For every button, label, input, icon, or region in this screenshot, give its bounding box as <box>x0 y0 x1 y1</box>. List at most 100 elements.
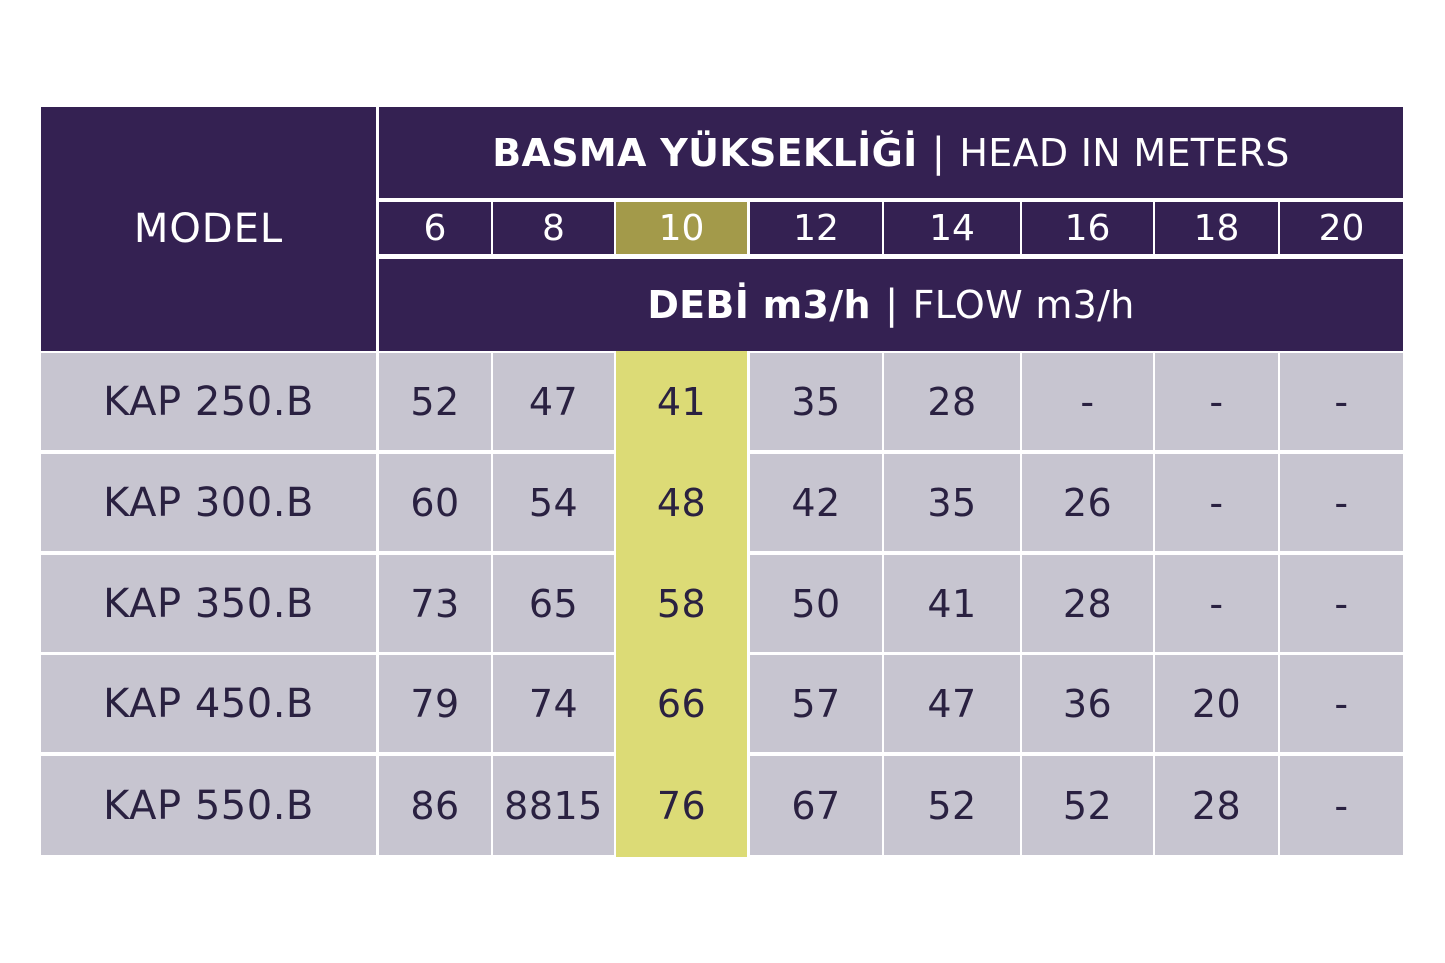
head-value-label: 20 <box>1318 207 1365 249</box>
flow-cell: 41 <box>616 351 747 452</box>
flow-cell: 26 <box>1022 454 1153 551</box>
flow-value: 41 <box>927 581 977 626</box>
model-name: KAP 350.B <box>103 580 314 627</box>
head-title-en: HEAD IN METERS <box>959 130 1290 175</box>
flow-cell: 35 <box>750 353 882 450</box>
flow-cell: 79 <box>379 655 491 752</box>
flow-value: 65 <box>528 581 579 626</box>
flow-value: 52 <box>410 379 460 424</box>
flow-value: 47 <box>927 681 977 726</box>
flow-cell: - <box>1022 353 1153 450</box>
flow-value: - <box>1334 681 1349 726</box>
flow-cell: - <box>1280 756 1403 855</box>
flow-value: 86 <box>410 783 460 828</box>
flow-value: 35 <box>927 480 977 525</box>
model-name: KAP 450.B <box>103 680 314 727</box>
head-value-12: 12 <box>750 202 882 254</box>
model-cell: KAP 350.B <box>41 555 376 652</box>
head-value-label: 6 <box>423 207 447 249</box>
flow-value: 74 <box>528 681 579 726</box>
flow-cell: 8815 <box>493 756 614 855</box>
flow-value: - <box>1334 783 1349 828</box>
head-value-label: 10 <box>658 207 705 249</box>
flow-cell: 35 <box>884 454 1020 551</box>
model-name: KAP 300.B <box>103 479 314 526</box>
head-value-label: 16 <box>1064 207 1111 249</box>
head-value-label: 14 <box>929 207 975 249</box>
flow-cell: 48 <box>616 452 747 553</box>
flow-value: - <box>1080 379 1095 424</box>
flow-cell: 86 <box>379 756 491 855</box>
flow-value: 42 <box>791 480 841 525</box>
flow-cell: 66 <box>616 653 747 754</box>
flow-value: - <box>1334 480 1349 525</box>
flow-value: 20 <box>1191 681 1242 726</box>
flow-cell: - <box>1280 655 1403 752</box>
flow-cell: - <box>1155 353 1278 450</box>
flow-value: 58 <box>656 581 707 626</box>
head-value-20: 20 <box>1280 202 1403 254</box>
model-name: KAP 550.B <box>103 782 314 829</box>
flow-cell: 74 <box>493 655 614 752</box>
model-name: KAP 250.B <box>103 378 314 425</box>
flow-cell: 54 <box>493 454 614 551</box>
flow-cell: 41 <box>884 555 1020 652</box>
model-cell: KAP 300.B <box>41 454 376 551</box>
flow-value: 36 <box>1062 681 1113 726</box>
model-cell: KAP 550.B <box>41 756 376 855</box>
head-value-label: 8 <box>542 207 565 249</box>
model-cell: KAP 250.B <box>41 353 376 450</box>
flow-title: DEBİ m3/h | FLOW m3/h <box>379 259 1403 351</box>
flow-value: 57 <box>791 681 841 726</box>
flow-title-en: FLOW m3/h <box>912 283 1135 327</box>
head-value-16: 16 <box>1022 202 1153 254</box>
flow-title-separator: | <box>884 282 899 328</box>
flow-cell: - <box>1280 555 1403 652</box>
flow-cell: 65 <box>493 555 614 652</box>
head-value-6: 6 <box>379 202 491 254</box>
flow-value: 8815 <box>504 783 603 828</box>
flow-value: - <box>1334 581 1349 626</box>
flow-value: 50 <box>791 581 841 626</box>
head-value-label: 18 <box>1193 207 1240 249</box>
flow-cell: 28 <box>1022 555 1153 652</box>
flow-cell: 73 <box>379 555 491 652</box>
flow-value: 35 <box>791 379 841 424</box>
head-value-label: 12 <box>793 207 839 249</box>
flow-value: 54 <box>528 480 579 525</box>
flow-value: 73 <box>410 581 460 626</box>
flow-value: 76 <box>656 783 707 828</box>
head-title-separator: | <box>931 129 946 176</box>
flow-cell: 76 <box>616 754 747 857</box>
flow-value: 60 <box>410 480 460 525</box>
flow-value: 48 <box>656 480 707 525</box>
flow-cell: 57 <box>750 655 882 752</box>
flow-cell: 36 <box>1022 655 1153 752</box>
head-value-18: 18 <box>1155 202 1278 254</box>
flow-value: 66 <box>656 681 707 726</box>
flow-cell: 42 <box>750 454 882 551</box>
flow-value: - <box>1334 379 1349 424</box>
flow-value: 47 <box>528 379 579 424</box>
flow-value: - <box>1209 379 1224 424</box>
flow-value: 41 <box>656 379 707 424</box>
flow-cell: 52 <box>379 353 491 450</box>
head-value-14: 14 <box>884 202 1020 254</box>
flow-cell: 52 <box>1022 756 1153 855</box>
flow-value: 26 <box>1062 480 1113 525</box>
flow-value: 52 <box>1062 783 1113 828</box>
flow-value: 28 <box>927 379 977 424</box>
flow-cell: 20 <box>1155 655 1278 752</box>
head-value-10: 10 <box>616 202 747 254</box>
flow-value: 67 <box>791 783 841 828</box>
model-header: MODEL <box>41 107 376 351</box>
flow-cell: - <box>1280 454 1403 551</box>
flow-title-tr: DEBİ m3/h <box>647 283 871 327</box>
head-title-tr: BASMA YÜKSEKLİĞİ <box>492 130 918 175</box>
head-title: BASMA YÜKSEKLİĞİ | HEAD IN METERS <box>379 107 1403 198</box>
flow-cell: - <box>1155 555 1278 652</box>
flow-value: - <box>1209 581 1224 626</box>
flow-cell: - <box>1280 353 1403 450</box>
flow-cell: 28 <box>1155 756 1278 855</box>
